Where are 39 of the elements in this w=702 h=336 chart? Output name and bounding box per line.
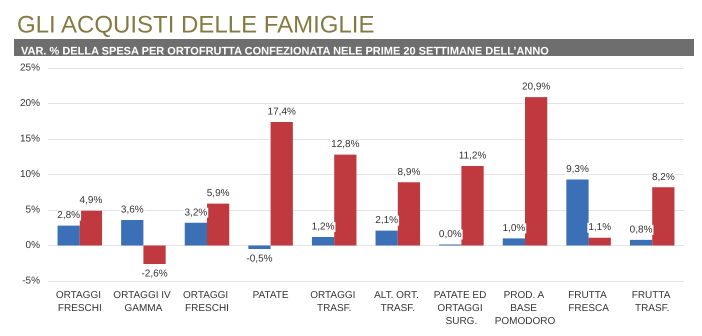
y-tick-label: 5%: [26, 204, 40, 216]
data-label: 9,3%: [566, 164, 589, 175]
data-label: 1,1%: [588, 222, 612, 234]
data-label: 2,1%: [375, 215, 398, 226]
x-tick-label: ORTAGGI FRESCHI: [183, 290, 231, 314]
y-tick-label: 20%: [20, 98, 40, 109]
data-label: 1,0%: [502, 222, 526, 234]
x-tick-label: FRUTTA TRASF.: [632, 290, 673, 314]
data-label: -0,5%: [246, 254, 273, 265]
data-label: 3,2%: [184, 207, 208, 218]
x-tick-label: PROD. A BASE POMODORO: [494, 290, 556, 327]
data-label: 11,2%: [458, 150, 486, 162]
data-label: 5,9%: [206, 188, 230, 200]
y-tick-label: 0%: [26, 240, 40, 251]
data-label: 3,6%: [120, 204, 144, 216]
data-label: -2,6%: [141, 268, 168, 280]
x-tick-label: FRUTTA FRESCA: [568, 290, 610, 314]
x-tick-label: ORTAGGI TRASF.: [310, 290, 358, 314]
x-tick-label: ORTAGGI FRESCHI: [56, 290, 104, 314]
data-label: 12,8%: [331, 139, 360, 150]
x-tick-label: PATATE ED ORTAGGI SURG.: [434, 290, 490, 327]
y-tick-label: 10%: [20, 169, 40, 180]
data-label: 20,9%: [522, 82, 550, 93]
data-label: 17,4%: [268, 106, 296, 118]
x-tick-label: ORTAGGI IV GAMMA: [113, 290, 174, 314]
y-tick-label: 15%: [20, 134, 40, 144]
y-tick-label: -5%: [22, 276, 40, 286]
data-label: 8,2%: [652, 172, 675, 183]
y-tick-label: 25%: [20, 62, 40, 74]
data-label: 0,8%: [630, 224, 653, 236]
data-label: 0,0%: [438, 229, 462, 240]
x-tick-label: PATATE: [252, 290, 289, 301]
data-label: 2,8%: [57, 210, 80, 222]
data-label: 8,9%: [398, 166, 420, 178]
chart-subtitle: VAR. % DELLA SPESA PER ORTOFRUTTA CONFEZIONATA NELE PRIME 20 SETTIMANE DELL’ANNO: [21, 46, 550, 58]
chart-title: GLI ACQUISTI DELLE FAMIGLIE: [17, 12, 374, 38]
x-tick-label: ALT. ORT. TRASF.: [374, 290, 422, 314]
data-label: 4,9%: [80, 195, 102, 206]
data-label: 1,2%: [312, 221, 335, 232]
